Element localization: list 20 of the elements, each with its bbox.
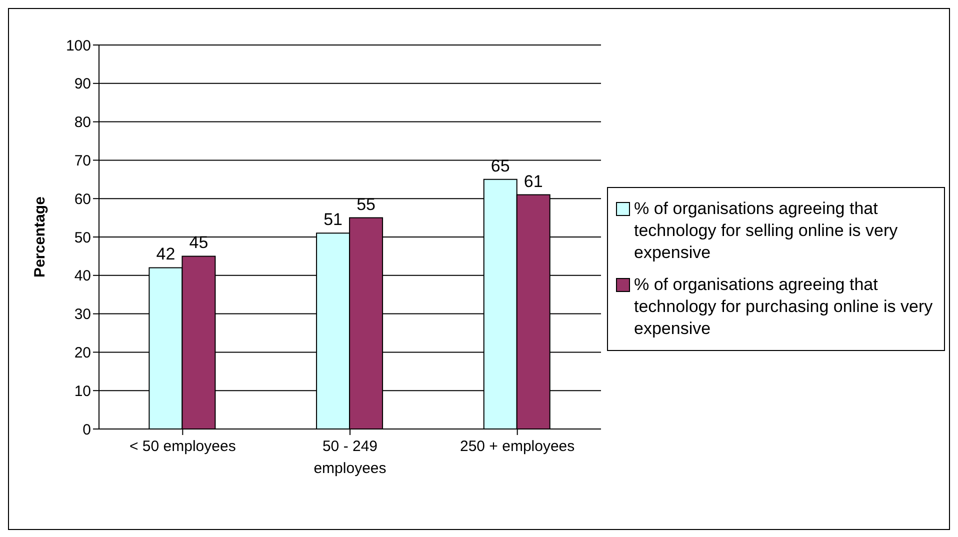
y-tick-label: 10 <box>74 382 91 400</box>
y-tick-label: 0 <box>82 421 91 438</box>
x-tick-label: < 50 employees <box>130 438 236 455</box>
y-axis-title: Percentage <box>31 196 48 278</box>
data-label: 51 <box>324 210 342 230</box>
y-tick-label: 60 <box>74 190 91 208</box>
y-tick-label: 20 <box>74 344 91 362</box>
x-tick-label: 50 - 249 employees <box>314 438 386 477</box>
y-tick-label: 40 <box>74 268 91 285</box>
y-tick-label: 50 <box>74 229 91 246</box>
y-tick-label: 30 <box>74 306 91 324</box>
y-tick-label: 100 <box>66 37 91 54</box>
x-tick-label: 250 + employees <box>460 438 575 455</box>
data-label: 42 <box>156 244 176 264</box>
y-tick-label: 80 <box>74 114 91 132</box>
data-label: 61 <box>524 172 543 191</box>
y-tick-label: 90 <box>74 76 91 93</box>
y-tick-label: 70 <box>74 152 91 170</box>
legend-label: % of organisations agreeing that technology for selling online is very expensive <box>634 198 899 264</box>
legend-label: % of organisations agreeing that technology for purchasing online is very expensive <box>634 274 934 340</box>
